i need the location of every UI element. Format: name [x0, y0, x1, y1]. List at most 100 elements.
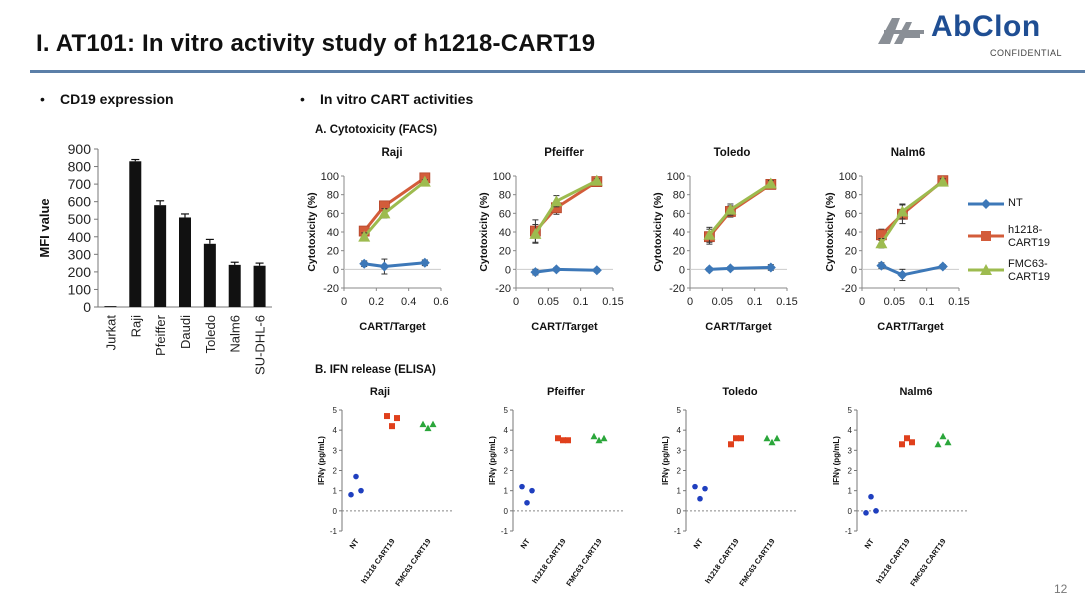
cyto-toledo-point	[725, 263, 736, 274]
page-number: 12	[1054, 582, 1068, 596]
cd19-category-label: Raji	[128, 315, 143, 338]
ifn-raji-point	[429, 420, 437, 428]
cd19-bar	[179, 217, 191, 307]
cyto-toledo-series-line	[708, 183, 772, 238]
ifn-toledo-category-label: FMC63 CART19	[737, 537, 776, 588]
legend-marker-h1218	[968, 231, 1004, 241]
cyto-pfeiffer-x-axis-label: CART/Target	[531, 321, 598, 333]
ifn-pfeiffer-category-label: FMC63 CART19	[564, 537, 603, 588]
cyto-raji-x-tick-label: 0	[341, 296, 347, 308]
legend-item-fmc63: FMC63- CART19	[968, 258, 1078, 290]
cyto-nalm6-x-tick-label: 0	[859, 296, 865, 308]
ifn-pfeiffer-point	[519, 483, 525, 490]
cyto-nalm6-point	[875, 237, 888, 249]
ifn-raji-point	[348, 491, 354, 498]
ifn-toledo-y-tick-label: 2	[677, 467, 682, 476]
cd19-bar	[203, 243, 216, 307]
section-title-activities: In vitro CART activities	[320, 91, 474, 107]
cyto-nalm6-y-tick-label: -20	[841, 283, 857, 295]
cd19-y-tick-label: 500	[68, 211, 92, 227]
cyto-raji-point	[358, 230, 371, 242]
cyto-pfeiffer-point	[551, 264, 562, 275]
cyto-toledo-y-tick-label: 0	[679, 264, 685, 276]
ifn-toledo-point	[763, 434, 771, 442]
ifn-nalm6-point	[934, 440, 942, 448]
bullet-right: •	[300, 91, 305, 107]
ifn-pfeiffer-category-label: NT	[519, 537, 532, 551]
company-logo: AbClon CONFIDENTIAL	[876, 8, 1076, 64]
cd19-y-tick-label: 100	[68, 281, 92, 297]
ifn-nalm6-y-axis-label: IFNγ (pg/mL)	[832, 436, 841, 485]
cyto-pfeiffer-series-line	[535, 267, 597, 274]
cyto-toledo-title: Toledo	[714, 147, 751, 159]
ifn-nalm6-y-tick-label: 5	[848, 406, 853, 415]
cd19-category-label: Daudi	[178, 315, 193, 349]
cyto-nalm6-y-tick-label: 80	[845, 190, 857, 202]
cyto-toledo-point	[704, 264, 715, 275]
cd19-y-tick-label: 0	[83, 299, 91, 315]
cyto-pfeiffer-title: Pfeiffer	[544, 147, 584, 159]
ifn-nalm6-y-tick-label: 0	[848, 507, 853, 516]
cd19-bar	[154, 205, 167, 307]
cyto-toledo-y-tick-label: 100	[667, 171, 685, 183]
cyto-toledo-y-tick-label: 40	[673, 227, 685, 239]
legend-item-nt: NT	[968, 192, 1078, 224]
ifn-toledo-point	[733, 435, 739, 442]
ifn-toledo-y-tick-label: 4	[677, 426, 682, 435]
subtitle-ifn: B. IFN release (ELISA)	[315, 364, 436, 376]
cd19-y-axis-label: MFI value	[37, 198, 52, 257]
cyto-toledo-x-tick-label: 0.05	[712, 296, 733, 308]
cyto-nalm6-y-tick-label: 100	[839, 171, 857, 183]
cd19-bar	[129, 161, 142, 307]
cyto-raji-y-axis-label: Cytotoxicity (%)	[306, 192, 318, 271]
cyto-toledo-y-axis-label: Cytotoxicity (%)	[652, 192, 664, 271]
cyto-pfeiffer-y-tick-label: 100	[493, 171, 511, 183]
cyto-toledo-y-tick-label: 60	[673, 208, 685, 220]
section-title-cd19: CD19 expression	[60, 91, 174, 107]
ifn-toledo-point	[738, 435, 744, 442]
ifn-toledo-point	[692, 483, 698, 490]
cyto-toledo-point	[724, 203, 737, 215]
cyto-nalm6-x-axis-label: CART/Target	[877, 321, 944, 333]
ifn-pfeiffer-point	[565, 437, 571, 444]
cyto-toledo-x-tick-label: 0.1	[747, 296, 762, 308]
ifn-raji-point	[358, 487, 364, 494]
cd19-y-tick-label: 400	[68, 229, 92, 245]
cyto-pfeiffer-x-tick-label: 0.15	[602, 296, 623, 308]
ifn-pfeiffer-point	[555, 435, 561, 442]
logo-subtitle: CONFIDENTIAL	[990, 48, 1063, 58]
ifn-pfeiffer-y-tick-label: -1	[501, 527, 509, 536]
ifn-toledo-y-tick-label: 3	[677, 446, 682, 455]
ifn-pfeiffer-point	[595, 436, 603, 444]
cyto-toledo-point	[764, 177, 777, 189]
cyto-raji-y-tick-label: 20	[327, 246, 339, 258]
ifn-pfeiffer-point	[560, 437, 566, 444]
cyto-raji-y-tick-label: 80	[327, 190, 339, 202]
cyto-pfeiffer-y-axis-label: Cytotoxicity (%)	[478, 192, 490, 271]
ifn-toledo-point	[773, 434, 781, 442]
ifn-nalm6-point	[899, 441, 905, 448]
ifn-pfeiffer-point	[529, 487, 535, 494]
cd19-y-tick-label: 600	[68, 194, 92, 210]
cyto-raji-point	[379, 261, 390, 272]
cyto-nalm6-y-axis-label: Cytotoxicity (%)	[824, 192, 836, 271]
cyto-nalm6-series-line	[880, 264, 944, 277]
cyto-pfeiffer-x-tick-label: 0.05	[538, 296, 559, 308]
ifn-toledo-y-tick-label: 5	[677, 406, 682, 415]
ifn-nalm6-point	[904, 435, 910, 442]
cyto-raji-title: Raji	[381, 147, 402, 159]
ifn-pfeiffer-point	[590, 432, 598, 440]
cyto-nalm6-x-tick-label: 0.1	[919, 296, 934, 308]
cyto-toledo-series-line	[709, 265, 771, 271]
cyto-pfeiffer-series-line	[534, 180, 598, 233]
cyto-raji-x-axis-label: CART/Target	[359, 321, 426, 333]
cyto-nalm6-y-tick-label: 0	[851, 264, 857, 276]
cyto-nalm6-point	[936, 175, 949, 187]
cyto-pfeiffer-y-tick-label: 80	[499, 190, 511, 202]
legend-label-nt: NT	[1008, 197, 1023, 209]
ifn-nalm6-y-tick-label: 1	[848, 487, 853, 496]
